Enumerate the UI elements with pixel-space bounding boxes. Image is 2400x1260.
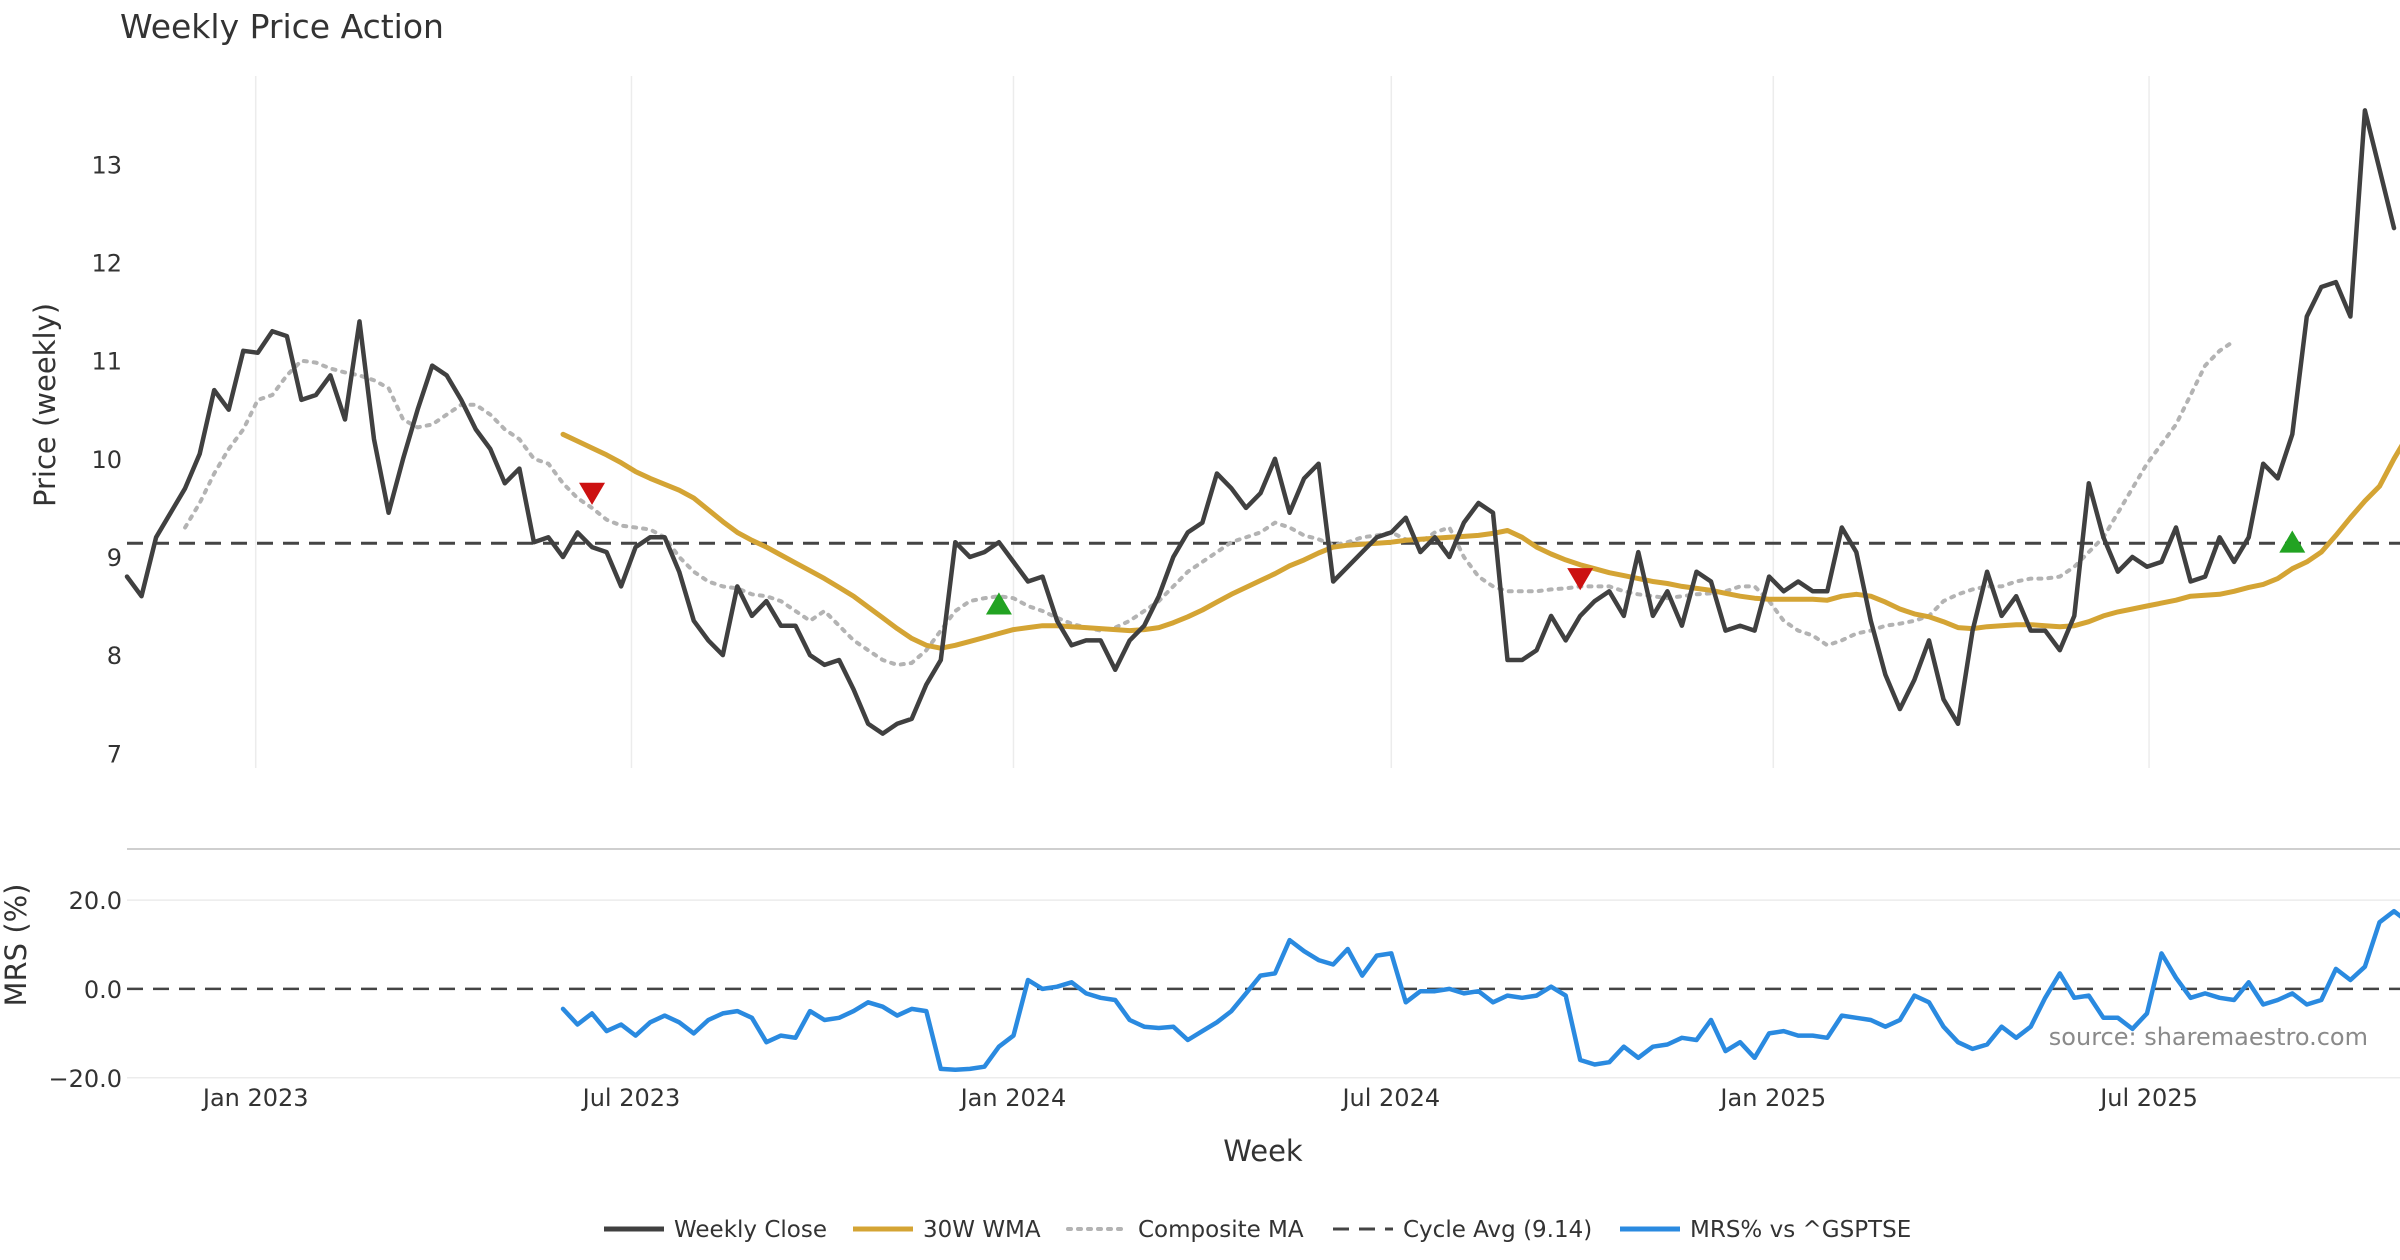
y-tick-label-7: 7 [107, 740, 122, 768]
wma-30w-line [560, 431, 2400, 651]
y-tick-label-8: 8 [107, 642, 122, 670]
x-tick-label-jul-2023: Jul 2023 [581, 1084, 681, 1112]
legend-label-mrs: MRS% vs ^GSPTSE [1690, 1217, 1911, 1243]
price-series [124, 108, 2400, 736]
y-tick-label-9: 9 [107, 544, 122, 572]
mrs-tick-label-20-0: −20.0 [48, 1065, 122, 1093]
upper-panel-grid [254, 76, 2150, 768]
weekly-close-line [124, 108, 2397, 736]
buy-signal-marker [985, 592, 1012, 615]
legend-label-composite-ma: Composite MA [1138, 1217, 1304, 1243]
x-tick-label-jul-2024: Jul 2024 [1340, 1084, 1440, 1112]
mrs-tick-label-20-0: 20.0 [69, 887, 122, 915]
buy-signal-marker [2279, 530, 2306, 553]
x-tick-label-jul-2025: Jul 2025 [2098, 1084, 2198, 1112]
date-axis-ticks: Jan 2023 Jul 2023 Jan 2024 Jul 2024 Jan 2025… [201, 1084, 2198, 1112]
x-tick-label-jan-2024: Jan 2024 [959, 1084, 1067, 1112]
x-tick-label-jan-2023: Jan 2023 [201, 1084, 309, 1112]
legend: Weekly Close 30W WMA Composite MA Cycle … [604, 1217, 1911, 1243]
y-tick-label-10: 10 [91, 446, 122, 474]
mrs-tick-label-0-0: 0.0 [84, 976, 122, 1004]
lower-panel-grid [127, 899, 2400, 1079]
y-tick-label-11: 11 [91, 348, 122, 376]
price-axis-label: Price (weekly) [28, 303, 62, 507]
signal-markers [579, 482, 2306, 615]
mrs-axis-ticks: −20.0 0.0 20.0 [48, 887, 122, 1093]
legend-label-weekly-close: Weekly Close [674, 1217, 827, 1243]
chart-title: Weekly Price Action [120, 7, 444, 46]
reference-lines [127, 541, 2400, 991]
sell-signal-marker [579, 482, 606, 505]
x-tick-label-jan-2025: Jan 2025 [1718, 1084, 1826, 1112]
composite-ma-line [183, 339, 2237, 667]
mrs-line [560, 908, 2400, 1073]
sell-signal-marker [1567, 568, 1594, 591]
x-axis-label: Week [1223, 1134, 1303, 1168]
legend-label-30w-wma: 30W WMA [923, 1217, 1041, 1243]
y-tick-label-13: 13 [91, 151, 122, 179]
legend-label-cycle-avg: Cycle Avg (9.14) [1403, 1217, 1592, 1243]
mrs-axis-label: MRS (%) [0, 884, 33, 1007]
y-tick-label-12: 12 [91, 249, 122, 277]
mrs-series [560, 908, 2400, 1073]
source-annotation: source: sharemaestro.com [2049, 1023, 2368, 1051]
price-axis-ticks: 7 8 9 10 11 12 13 [91, 151, 122, 768]
